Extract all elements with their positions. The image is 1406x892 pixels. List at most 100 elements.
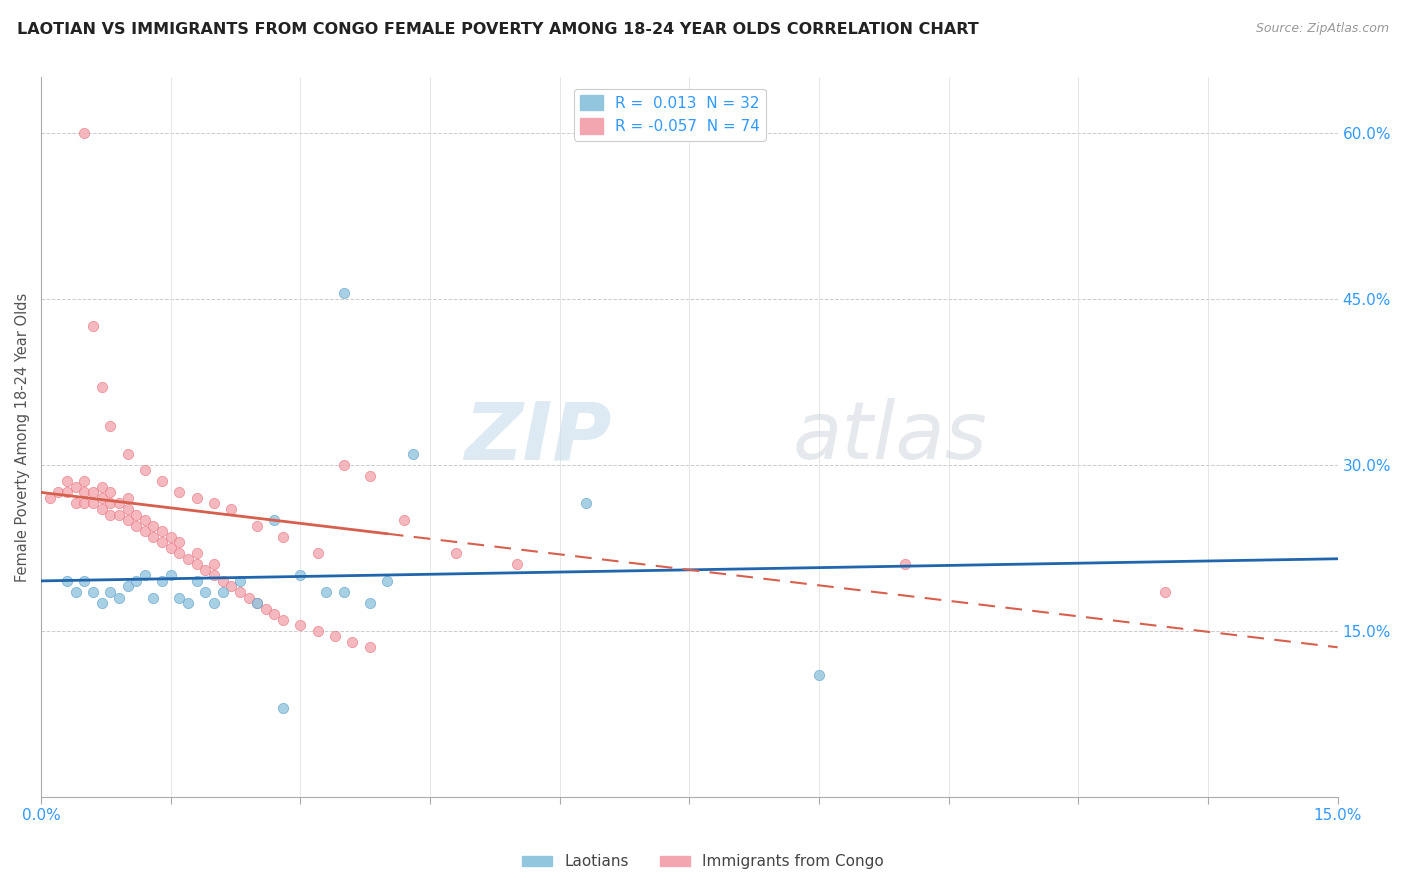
Point bbox=[202, 558, 225, 572]
Point bbox=[202, 496, 225, 510]
Point bbox=[134, 524, 156, 538]
Point bbox=[142, 591, 165, 605]
Point bbox=[48, 485, 70, 500]
Text: atlas: atlas bbox=[793, 398, 988, 476]
Point bbox=[56, 475, 79, 489]
Point bbox=[392, 513, 415, 527]
Point bbox=[125, 508, 148, 522]
Point bbox=[186, 574, 208, 588]
Point bbox=[142, 518, 165, 533]
Point bbox=[150, 524, 173, 538]
Point bbox=[73, 574, 96, 588]
Point bbox=[444, 546, 467, 560]
Point bbox=[263, 607, 285, 621]
Point bbox=[98, 508, 121, 522]
Point bbox=[90, 380, 112, 394]
Point bbox=[159, 530, 181, 544]
Point bbox=[56, 574, 79, 588]
Point bbox=[246, 518, 269, 533]
Point bbox=[82, 485, 104, 500]
Point bbox=[169, 485, 191, 500]
Point bbox=[98, 485, 121, 500]
Point bbox=[186, 558, 208, 572]
Point bbox=[194, 585, 217, 599]
Point bbox=[98, 496, 121, 510]
Text: ZIP: ZIP bbox=[464, 398, 612, 476]
Point bbox=[894, 558, 917, 572]
Y-axis label: Female Poverty Among 18-24 Year Olds: Female Poverty Among 18-24 Year Olds bbox=[15, 293, 30, 582]
Point bbox=[150, 535, 173, 549]
Point bbox=[73, 496, 96, 510]
Point bbox=[254, 601, 277, 615]
Point bbox=[323, 629, 346, 643]
Point bbox=[98, 419, 121, 434]
Point bbox=[271, 701, 294, 715]
Point bbox=[202, 568, 225, 582]
Point bbox=[142, 530, 165, 544]
Point bbox=[65, 496, 87, 510]
Point bbox=[90, 491, 112, 505]
Point bbox=[359, 596, 381, 610]
Point bbox=[90, 596, 112, 610]
Point bbox=[229, 574, 252, 588]
Point bbox=[246, 596, 269, 610]
Point bbox=[117, 579, 139, 593]
Point bbox=[134, 463, 156, 477]
Point bbox=[342, 634, 364, 648]
Point bbox=[402, 447, 425, 461]
Point bbox=[73, 126, 96, 140]
Point bbox=[159, 541, 181, 555]
Point bbox=[177, 551, 200, 566]
Point bbox=[117, 513, 139, 527]
Point bbox=[108, 496, 131, 510]
Point bbox=[186, 546, 208, 560]
Point bbox=[98, 585, 121, 599]
Point bbox=[186, 491, 208, 505]
Point bbox=[73, 475, 96, 489]
Point bbox=[1153, 585, 1175, 599]
Point bbox=[169, 591, 191, 605]
Point bbox=[290, 568, 312, 582]
Point bbox=[238, 591, 260, 605]
Point bbox=[307, 624, 329, 638]
Point bbox=[134, 513, 156, 527]
Point bbox=[82, 496, 104, 510]
Text: LAOTIAN VS IMMIGRANTS FROM CONGO FEMALE POVERTY AMONG 18-24 YEAR OLDS CORRELATIO: LAOTIAN VS IMMIGRANTS FROM CONGO FEMALE … bbox=[17, 22, 979, 37]
Point bbox=[117, 502, 139, 516]
Point bbox=[332, 458, 354, 472]
Point bbox=[307, 546, 329, 560]
Point bbox=[219, 502, 242, 516]
Point bbox=[229, 585, 252, 599]
Point bbox=[219, 579, 242, 593]
Point bbox=[246, 596, 269, 610]
Point bbox=[315, 585, 337, 599]
Point bbox=[38, 491, 60, 505]
Point bbox=[194, 563, 217, 577]
Text: Source: ZipAtlas.com: Source: ZipAtlas.com bbox=[1256, 22, 1389, 36]
Point bbox=[125, 574, 148, 588]
Point bbox=[177, 596, 200, 610]
Point bbox=[108, 591, 131, 605]
Point bbox=[575, 496, 598, 510]
Point bbox=[375, 574, 398, 588]
Point bbox=[159, 568, 181, 582]
Point bbox=[56, 485, 79, 500]
Point bbox=[332, 585, 354, 599]
Point bbox=[150, 574, 173, 588]
Point bbox=[90, 502, 112, 516]
Legend: R =  0.013  N = 32, R = -0.057  N = 74: R = 0.013 N = 32, R = -0.057 N = 74 bbox=[574, 88, 766, 141]
Point bbox=[290, 618, 312, 632]
Point bbox=[90, 480, 112, 494]
Point bbox=[211, 574, 233, 588]
Point bbox=[65, 585, 87, 599]
Point bbox=[808, 668, 831, 682]
Point bbox=[125, 518, 148, 533]
Point bbox=[117, 447, 139, 461]
Point bbox=[359, 468, 381, 483]
Point bbox=[271, 530, 294, 544]
Point bbox=[73, 485, 96, 500]
Point bbox=[108, 508, 131, 522]
Point bbox=[332, 286, 354, 301]
Point bbox=[117, 491, 139, 505]
Legend: Laotians, Immigrants from Congo: Laotians, Immigrants from Congo bbox=[516, 848, 890, 875]
